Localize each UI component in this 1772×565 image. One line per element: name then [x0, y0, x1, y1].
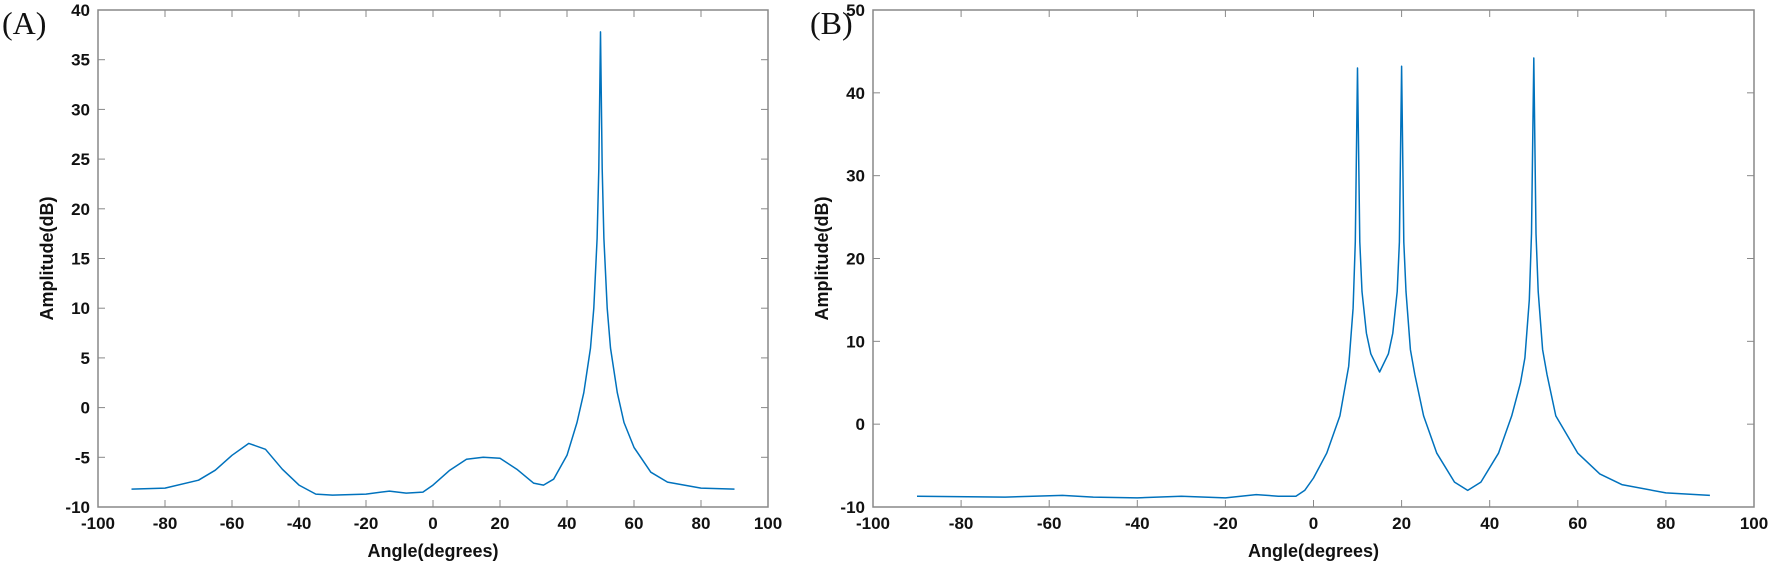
plot-frame [872, 9, 1755, 508]
x-tick-label: 40 [558, 514, 577, 533]
x-axis-label: Angle(degrees) [367, 541, 498, 561]
x-tick-label: 20 [1392, 514, 1411, 533]
x-tick-label: -100 [856, 514, 890, 533]
x-tick-label: 20 [491, 514, 510, 533]
y-axis-label: Amplitude(dB) [812, 197, 832, 321]
y-tick-label: 10 [71, 299, 90, 318]
x-tick-label: -40 [287, 514, 312, 533]
y-tick-label: 0 [81, 399, 90, 418]
y-tick-label: 5 [81, 349, 90, 368]
x-tick-label: -80 [153, 514, 178, 533]
y-tick-label: -10 [65, 498, 90, 517]
x-tick-label: 0 [1309, 514, 1318, 533]
x-tick-label: 40 [1480, 514, 1499, 533]
series-line [131, 31, 735, 496]
panel-label: (A) [2, 5, 46, 41]
y-tick-label: 10 [846, 332, 865, 351]
x-tick-label: -20 [354, 514, 379, 533]
chart-panel-b: -100 -80 -60 -40 -20 0 20 40 60 80 100-10010203040… [810, 1, 1768, 561]
y-tick-label: 20 [846, 250, 865, 269]
x-tick-label: -60 [1037, 514, 1062, 533]
x-tick-label: -40 [1125, 514, 1150, 533]
y-tick-label: 15 [71, 250, 90, 269]
x-axis-label: Angle(degrees) [1248, 541, 1379, 561]
x-tick-label: -60 [220, 514, 245, 533]
x-tick-label: -80 [949, 514, 974, 533]
x-tick-label: -100 [81, 514, 115, 533]
chart-panel-a: -100 -80 -60 -40 -20 0 20 40 60 80 100 -10 -5 0 5 10 15 2… [2, 1, 782, 561]
x-tick-label: 100 [1740, 514, 1768, 533]
x-tick-label: 80 [1656, 514, 1675, 533]
x-tick-label: 0 [428, 514, 437, 533]
y-tick-label: 30 [71, 100, 90, 119]
y-tick-label: 20 [71, 200, 90, 219]
x-tick-label: 100 [754, 514, 782, 533]
y-tick-label: 40 [71, 1, 90, 20]
x-tick-label: 60 [1568, 514, 1587, 533]
y-tick-label: 25 [71, 150, 90, 169]
y-tick-label: 50 [846, 1, 865, 20]
series-line [916, 57, 1710, 499]
x-tick-label: -20 [1213, 514, 1238, 533]
y-tick-label: 40 [846, 84, 865, 103]
y-tick-label: -10 [840, 498, 865, 517]
plot-frame [97, 9, 769, 508]
y-axis-label: Amplitude(dB) [37, 197, 57, 321]
y-tick-label: 30 [846, 167, 865, 186]
y-tick-label: 0 [856, 415, 865, 434]
x-tick-label: 60 [625, 514, 644, 533]
y-tick-label: -5 [75, 448, 90, 467]
x-tick-label: 80 [692, 514, 711, 533]
y-tick-label: 35 [71, 51, 90, 70]
panel-label: (B) [810, 5, 853, 41]
